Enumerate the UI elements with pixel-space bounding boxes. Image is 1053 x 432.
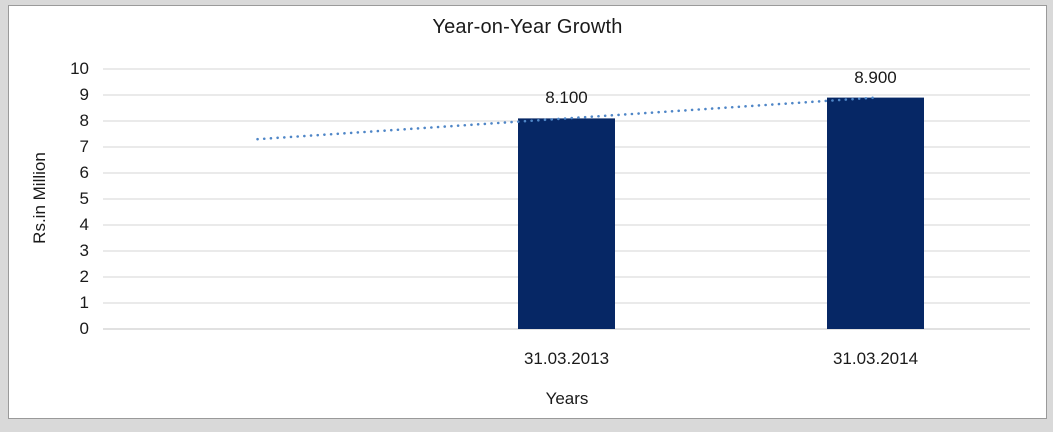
x-category-label: 31.03.2014	[832, 349, 919, 368]
bar[interactable]	[827, 97, 924, 329]
plot-area	[103, 68, 1030, 330]
y-tick-label: 1	[79, 293, 89, 312]
y-tick-label: 8	[79, 111, 89, 130]
y-tick-label: 4	[79, 215, 89, 234]
y-tick-label: 10	[70, 59, 89, 78]
x-category-label: 31.03.2013	[523, 349, 610, 368]
chart-title: Year-on-Year Growth	[432, 16, 623, 38]
y-tick-label: 7	[79, 137, 89, 156]
bar[interactable]	[518, 118, 615, 330]
x-axis-title: Years	[545, 389, 589, 408]
y-tick-label: 3	[79, 241, 89, 260]
y-tick-label: 2	[79, 267, 89, 286]
trendline[interactable]	[256, 96, 877, 141]
data-label: 8.900	[854, 67, 897, 87]
y-tick-label: 5	[79, 189, 89, 208]
y-tick-label: 6	[79, 163, 89, 182]
y-tick-label: 0	[79, 319, 89, 338]
data-label: 8.100	[545, 88, 588, 108]
y-tick-label: 9	[79, 85, 89, 104]
chart-panel[interactable]: Year-on-Year Growth Rs.in Million Years …	[8, 5, 1047, 419]
